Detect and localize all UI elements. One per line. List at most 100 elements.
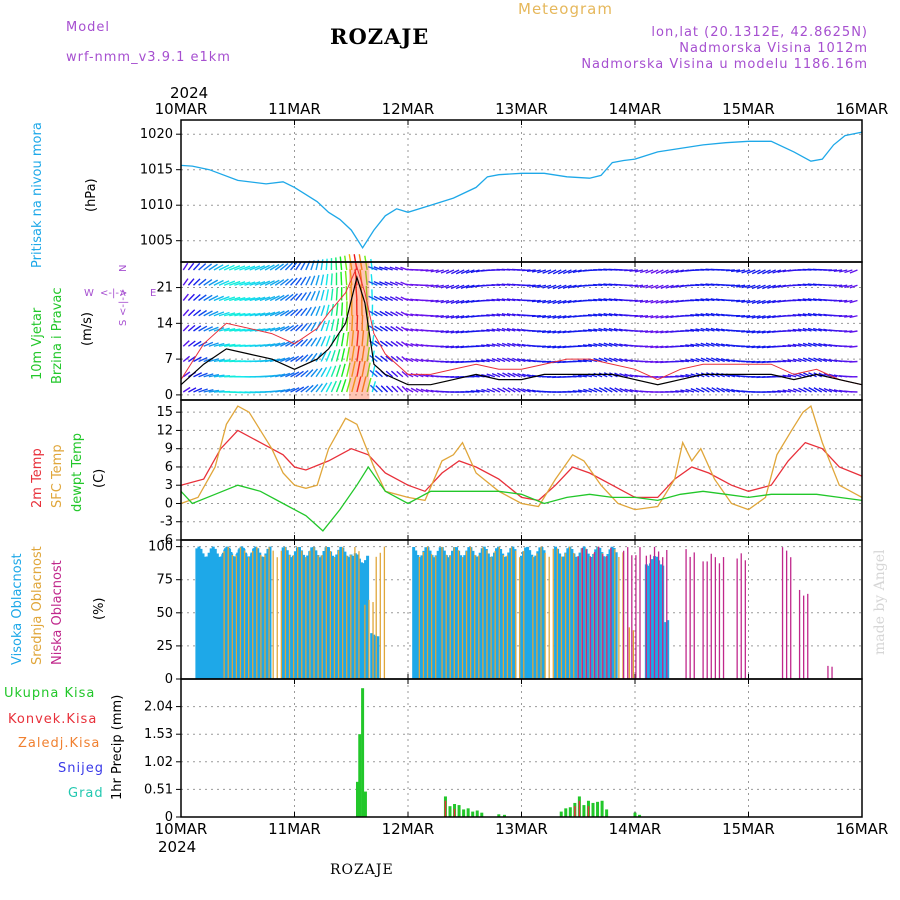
y-tick-label: 0	[165, 672, 173, 687]
wind-vector	[475, 359, 485, 363]
wind-vector	[361, 376, 367, 393]
wind-vector	[410, 328, 419, 332]
wind-vector	[305, 275, 311, 286]
wind-vector	[756, 315, 766, 319]
wind-vector	[542, 299, 552, 304]
wind-vector	[634, 299, 644, 303]
wind-vector	[390, 325, 399, 332]
wind-vector	[193, 372, 203, 378]
wind-vector	[193, 356, 202, 363]
wind-vector	[833, 284, 843, 287]
wind-vector	[275, 389, 286, 393]
wind-vector	[361, 314, 364, 332]
wind-vector	[475, 389, 485, 393]
wind-vector	[521, 358, 531, 363]
wind-vector	[295, 277, 302, 286]
wind-vector	[330, 303, 334, 316]
wind-vector	[470, 375, 480, 378]
wind-vector	[310, 306, 317, 317]
wind-vector	[792, 343, 802, 347]
wind-vector	[415, 358, 424, 363]
wind-vector	[526, 269, 536, 272]
wind-vector	[792, 388, 802, 393]
wind-vector	[320, 351, 327, 362]
wind-vector	[285, 325, 295, 332]
wind-vector	[746, 284, 756, 289]
wind-vector	[351, 360, 356, 377]
precip-bar	[457, 805, 461, 817]
wind-vector	[224, 343, 236, 347]
wind-vector	[182, 324, 190, 332]
wind-vector	[310, 275, 316, 286]
wind-vector	[385, 355, 394, 363]
wind-vector	[557, 315, 567, 319]
wind-vector	[582, 329, 592, 332]
wind-vector	[813, 327, 822, 332]
wind-vector	[368, 280, 378, 286]
wind-vector	[390, 311, 399, 317]
wind-vector	[295, 386, 305, 393]
wind-vector	[634, 269, 644, 273]
wind-vector	[670, 284, 679, 289]
model-label: Model	[66, 20, 111, 35]
wind-vector	[465, 390, 475, 393]
wind-vector	[264, 295, 276, 302]
wind-vector	[420, 388, 429, 393]
wind-vector	[567, 269, 577, 274]
wind-vector	[274, 294, 285, 302]
precip-bar	[466, 808, 470, 817]
wind-vector	[340, 348, 346, 362]
wind-vector	[680, 374, 690, 378]
wind-vector	[496, 283, 506, 286]
wind-vector	[410, 387, 419, 393]
wind-vector	[547, 345, 557, 349]
wind-vector	[365, 285, 368, 301]
wind-vector	[351, 376, 357, 393]
wind-vector	[269, 311, 281, 317]
wind-vector	[198, 263, 207, 271]
wind-vector	[782, 374, 792, 378]
y-tick-label: 1015	[140, 163, 173, 178]
wind-vector	[685, 329, 695, 332]
wind-vector	[229, 328, 241, 332]
wind-vector	[425, 284, 434, 287]
wind-vector	[234, 328, 246, 332]
wind-vector	[351, 314, 354, 332]
wind-vector	[208, 389, 220, 393]
wind-vector	[425, 269, 434, 272]
wind-vector	[259, 280, 271, 286]
wind-vector	[300, 307, 308, 317]
wind-vector	[700, 357, 710, 363]
wind-vector	[491, 372, 501, 378]
wind-vector	[374, 325, 383, 332]
wind-vector	[244, 265, 256, 271]
wind-vector	[839, 269, 848, 273]
wind-vector	[720, 358, 730, 363]
wind-vector	[208, 373, 220, 378]
wind-vector	[300, 354, 309, 363]
wind-vector	[690, 343, 700, 347]
wind-vector	[395, 340, 404, 347]
wind-vector	[547, 299, 557, 304]
precip-legend-frozen: Zaledj.Kisa	[18, 736, 101, 751]
wind-vector	[675, 269, 685, 274]
wind-vector	[187, 309, 196, 317]
wind-vector	[203, 373, 214, 378]
wind-vector	[320, 320, 326, 332]
wind-vector	[335, 333, 340, 347]
wind-vector	[187, 340, 196, 347]
wind-vector	[279, 294, 290, 302]
wind-vector	[213, 311, 225, 317]
wind-vector	[340, 271, 343, 286]
y-tick-label: 15	[156, 405, 173, 420]
wind-vector	[349, 269, 353, 286]
precip-bar	[444, 800, 447, 817]
wind-vector	[690, 388, 700, 393]
wind-vector	[746, 299, 756, 304]
wind-vector	[330, 380, 337, 393]
wind-vector	[249, 296, 261, 302]
wind-vector	[700, 327, 710, 332]
wind-vector	[823, 358, 833, 363]
wind-vector	[320, 289, 325, 301]
wind-vector	[259, 296, 271, 302]
